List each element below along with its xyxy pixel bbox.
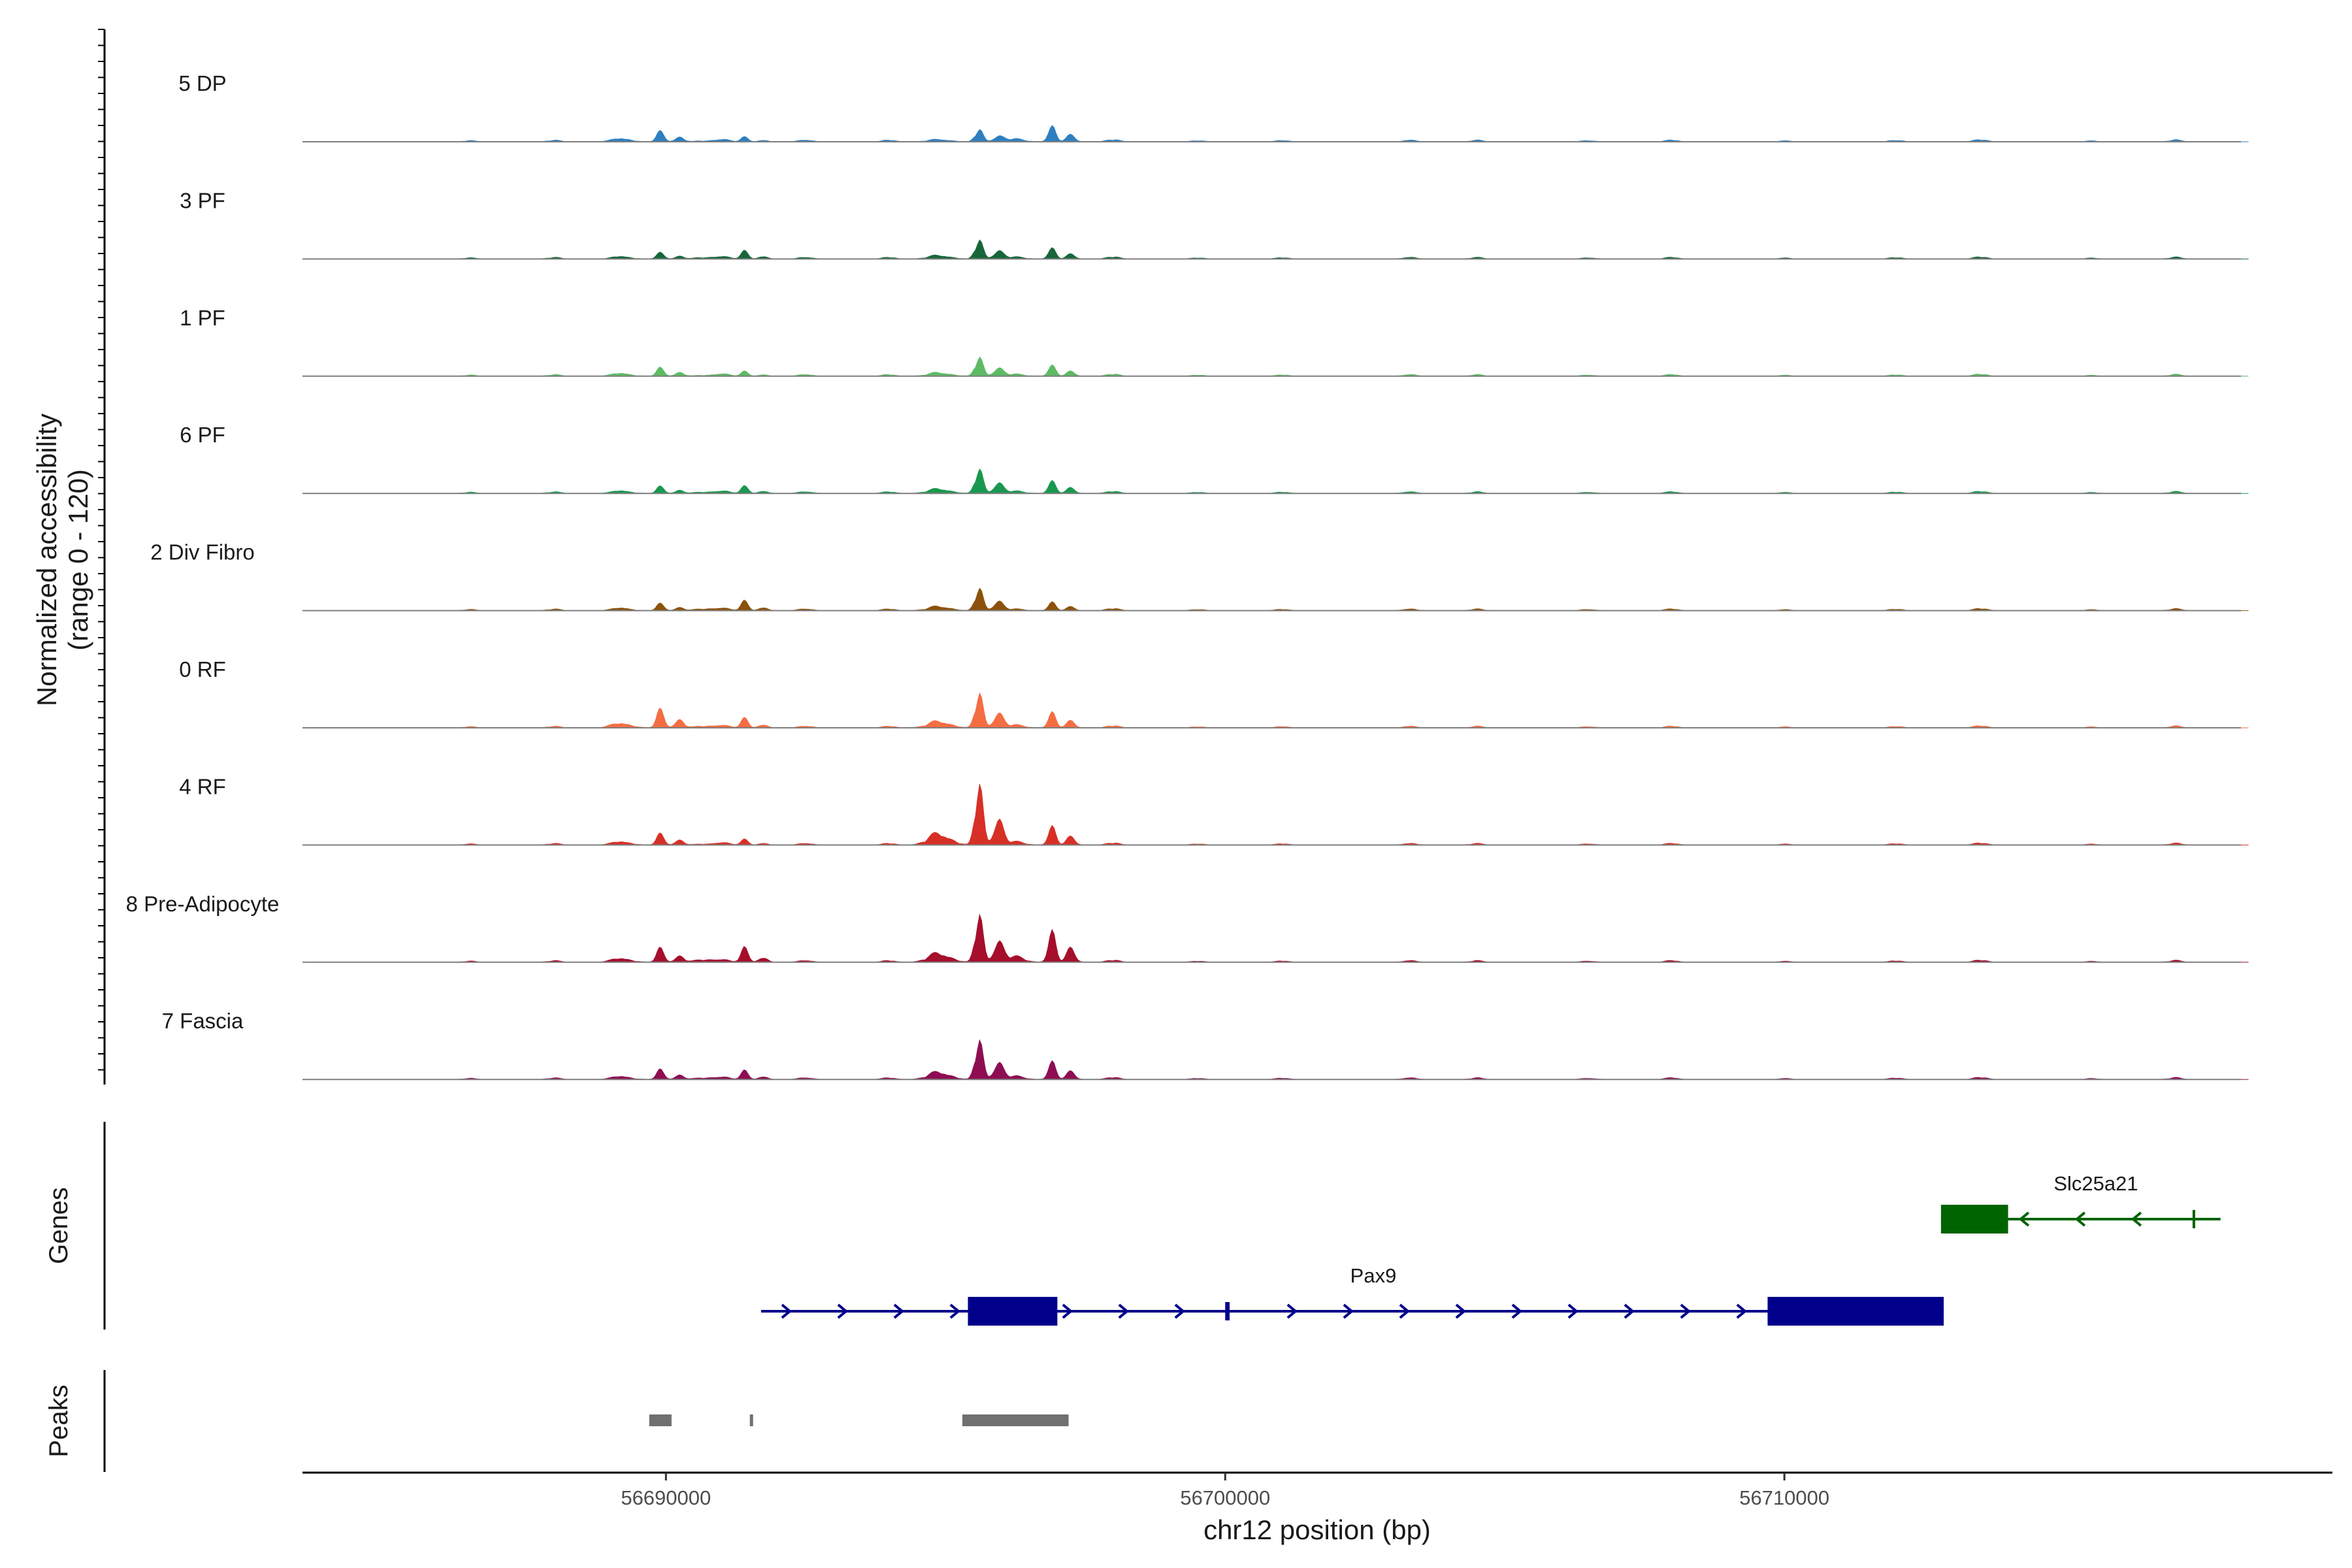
genes-title: Genes [44,1187,73,1264]
x-tick-label: 56710000 [1739,1486,1829,1509]
x-axis-ticks: 56690000 56700000 56710000 [621,1473,1829,1509]
x-tick-label: 56690000 [621,1486,711,1509]
coverage-area [369,783,2249,845]
track-label: 7 Fascia [162,1009,244,1033]
strand-arrow [893,1303,905,1319]
track-label: 1 PF [180,306,225,330]
coverage-track: 2 Div Fibro [150,540,2249,612]
strand-arrow [2131,1211,2142,1227]
coverage-area [369,239,2249,259]
gene-exon [968,1297,1058,1326]
strand-arrow [1624,1303,1635,1319]
coverage-track: 7 Fascia [162,1009,2249,1081]
peak-region [962,1414,1069,1426]
coverage-track: 6 PF [180,423,2249,495]
track-label: 4 RF [179,774,226,798]
strand-arrow [1286,1303,1298,1319]
coverage-track: 4 RF [179,774,2249,846]
strand-arrow [1567,1303,1579,1319]
coverage-track: 3 PF [180,188,2249,260]
gene-exon [1225,1302,1230,1320]
coverage-track: 1 PF [180,306,2249,377]
peak-region [649,1414,672,1426]
coverage-track: 0 RF [179,657,2249,728]
y-axis-title: Normalized accessibility [31,414,62,706]
strand-arrow [2018,1211,2030,1227]
coverage-area [369,356,2249,377]
track-label: 2 Div Fibro [150,540,255,564]
strand-arrow [1118,1303,1130,1319]
strand-arrow [1455,1303,1467,1319]
coverage-area [369,468,2249,494]
strand-arrow [837,1303,849,1319]
gene-exon [1767,1297,1944,1326]
track-label: 6 PF [180,423,225,447]
gene-label: Slc25a21 [2053,1172,2138,1195]
peak-regions [649,1414,1069,1426]
coverage-area [369,913,2249,963]
strand-arrow [1736,1303,1748,1319]
peak-region [749,1414,753,1426]
strand-arrow [1062,1303,1073,1319]
coverage-area [369,587,2249,612]
track-label: 0 RF [179,657,226,681]
track-label: 8 Pre-Adipocyte [126,892,280,916]
gene-model: Slc25a21 [1940,1172,2221,1233]
strand-arrow [781,1303,792,1319]
x-tick-label: 56700000 [1180,1486,1270,1509]
strand-arrow [1399,1303,1411,1319]
strand-arrow [949,1303,961,1319]
gene-label: Pax9 [1350,1264,1397,1287]
strand-arrow [1680,1303,1691,1319]
strand-arrow [1343,1303,1354,1319]
coverage-area [369,125,2249,142]
gene-exon [2193,1210,2195,1228]
y-axis-subtitle: (range 0 - 120) [63,469,93,651]
track-label: 5 DP [178,71,226,95]
coverage-area [369,692,2249,728]
gene-annotations: Slc25a21 Pax9 [760,1172,2221,1326]
coverage-area [369,1039,2249,1080]
strand-arrow [1511,1303,1523,1319]
peaks-title: Peaks [44,1384,73,1457]
x-axis-title: chr12 position (bp) [1203,1514,1431,1545]
strand-arrow [2074,1211,2086,1227]
track-label: 3 PF [180,188,225,212]
gene-model: Pax9 [760,1264,1944,1326]
strand-arrow [1174,1303,1186,1319]
y-axis-ticks [98,29,105,1071]
coverage-track: 8 Pre-Adipocyte [126,892,2249,963]
gene-exon [1940,1205,2008,1233]
coverage-tracks: 5 DP 3 PF 1 PF 6 PF 2 Div Fibro 0 RF 4 RF 8 Pre… [126,71,2249,1081]
coverage-track: 5 DP [178,71,2249,142]
